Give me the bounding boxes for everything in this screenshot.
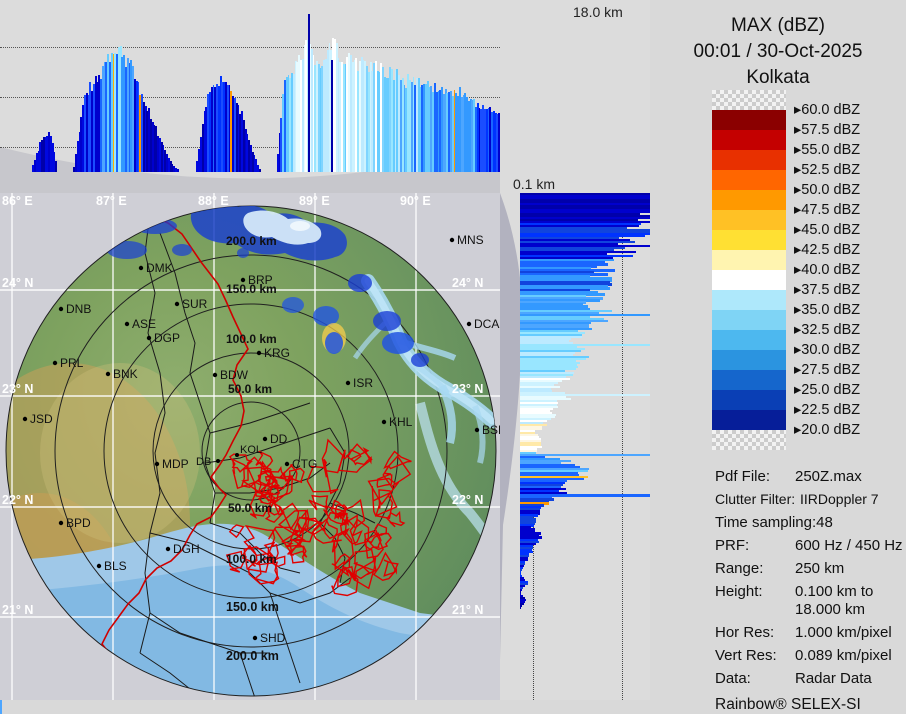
svg-text:200.0 km: 200.0 km [226,649,279,663]
svg-text:DGH: DGH [173,542,200,556]
svg-text:KHL: KHL [389,415,413,429]
svg-text:JSD: JSD [30,412,53,426]
svg-text:87° E: 87° E [96,194,127,208]
svg-text:23° N: 23° N [2,382,33,396]
svg-text:SUR: SUR [182,297,208,311]
svg-text:23° N: 23° N [452,382,483,396]
svg-text:100.0 km: 100.0 km [226,552,277,566]
svg-text:BPD: BPD [66,516,91,530]
svg-text:88° E: 88° E [198,194,229,208]
svg-text:21° N: 21° N [2,603,33,617]
svg-text:50.0 km: 50.0 km [228,501,272,515]
svg-text:DMK: DMK [146,261,173,275]
svg-text:MNS: MNS [457,233,484,247]
svg-text:DCA: DCA [474,317,499,331]
svg-text:200.0 km: 200.0 km [226,234,277,248]
svg-text:50.0 km: 50.0 km [228,382,272,396]
svg-text:90° E: 90° E [400,194,431,208]
svg-text:BSL: BSL [482,423,500,437]
svg-text:22° N: 22° N [452,493,483,507]
svg-text:ASE: ASE [132,317,156,331]
svg-text:100.0 km: 100.0 km [226,332,277,346]
svg-text:CTG: CTG [292,457,317,471]
svg-text:86° E: 86° E [2,194,33,208]
svg-text:PRL: PRL [60,356,84,370]
svg-text:150.0 km: 150.0 km [226,282,277,296]
svg-text:DB: DB [196,456,211,468]
svg-text:89° E: 89° E [299,194,330,208]
svg-text:DD: DD [270,432,288,446]
svg-text:MDP: MDP [162,457,189,471]
svg-text:24° N: 24° N [452,276,483,290]
svg-text:ISR: ISR [353,376,373,390]
svg-text:BLS: BLS [104,559,127,573]
svg-text:BNK: BNK [113,367,138,381]
svg-text:24° N: 24° N [2,276,33,290]
svg-text:BDW: BDW [220,368,249,382]
svg-text:KOL: KOL [240,444,262,456]
svg-text:22° N: 22° N [2,493,33,507]
svg-text:SHD: SHD [260,631,286,645]
svg-text:DGP: DGP [154,331,180,345]
svg-text:150.0 km: 150.0 km [226,600,279,614]
svg-text:21° N: 21° N [452,603,483,617]
svg-text:DNB: DNB [66,302,91,316]
svg-text:KRG: KRG [264,346,290,360]
